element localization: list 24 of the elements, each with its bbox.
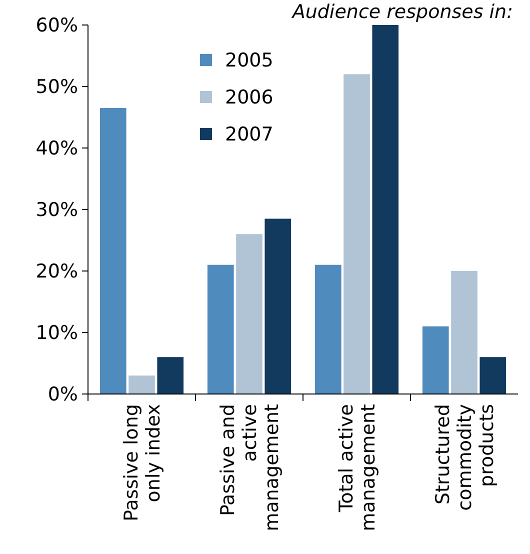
- y-tick-label: 10%: [36, 322, 78, 344]
- bar: [100, 108, 126, 394]
- legend-title: Audience responses in:: [290, 1, 513, 23]
- y-tick-label: 30%: [36, 199, 78, 222]
- bar: [207, 264, 234, 394]
- bar: [236, 234, 262, 394]
- y-tick-label: 0%: [48, 384, 78, 406]
- y-tick-label: 20%: [36, 260, 78, 283]
- bar: [451, 271, 478, 394]
- y-tick-label: 60%: [36, 14, 78, 37]
- x-tick-label: Passive long only index: [120, 404, 164, 522]
- y-tick-label: 50%: [36, 76, 78, 98]
- bar: [372, 25, 399, 394]
- bar: [344, 74, 370, 394]
- legend-label: 2006: [225, 86, 274, 109]
- bar: [422, 326, 449, 394]
- y-tick-label: 40%: [36, 138, 78, 160]
- bar: [157, 357, 184, 394]
- bar: [264, 218, 292, 394]
- bar: [480, 357, 506, 394]
- bar: [128, 376, 155, 394]
- legend-label: 2007: [225, 124, 274, 146]
- legend-label: 2005: [225, 50, 274, 72]
- bar: [314, 264, 342, 394]
